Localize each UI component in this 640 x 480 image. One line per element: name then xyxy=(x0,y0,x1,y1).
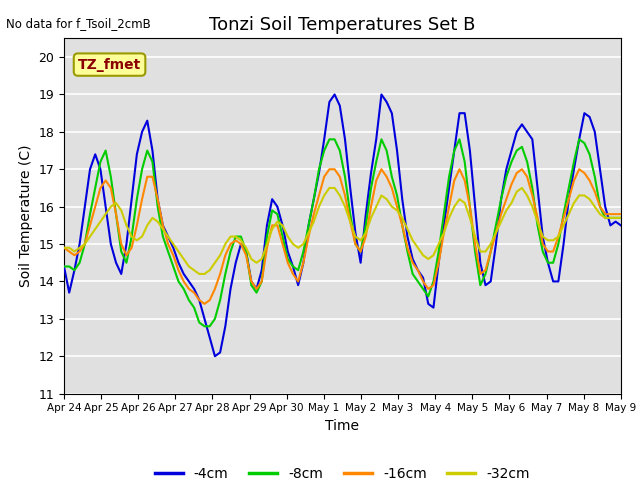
X-axis label: Time: Time xyxy=(325,419,360,433)
Text: TZ_fmet: TZ_fmet xyxy=(78,58,141,72)
Title: Tonzi Soil Temperatures Set B: Tonzi Soil Temperatures Set B xyxy=(209,16,476,34)
Y-axis label: Soil Temperature (C): Soil Temperature (C) xyxy=(19,145,33,287)
Legend: -4cm, -8cm, -16cm, -32cm: -4cm, -8cm, -16cm, -32cm xyxy=(149,461,536,480)
Text: No data for f_Tsoil_2cmB: No data for f_Tsoil_2cmB xyxy=(6,17,151,30)
